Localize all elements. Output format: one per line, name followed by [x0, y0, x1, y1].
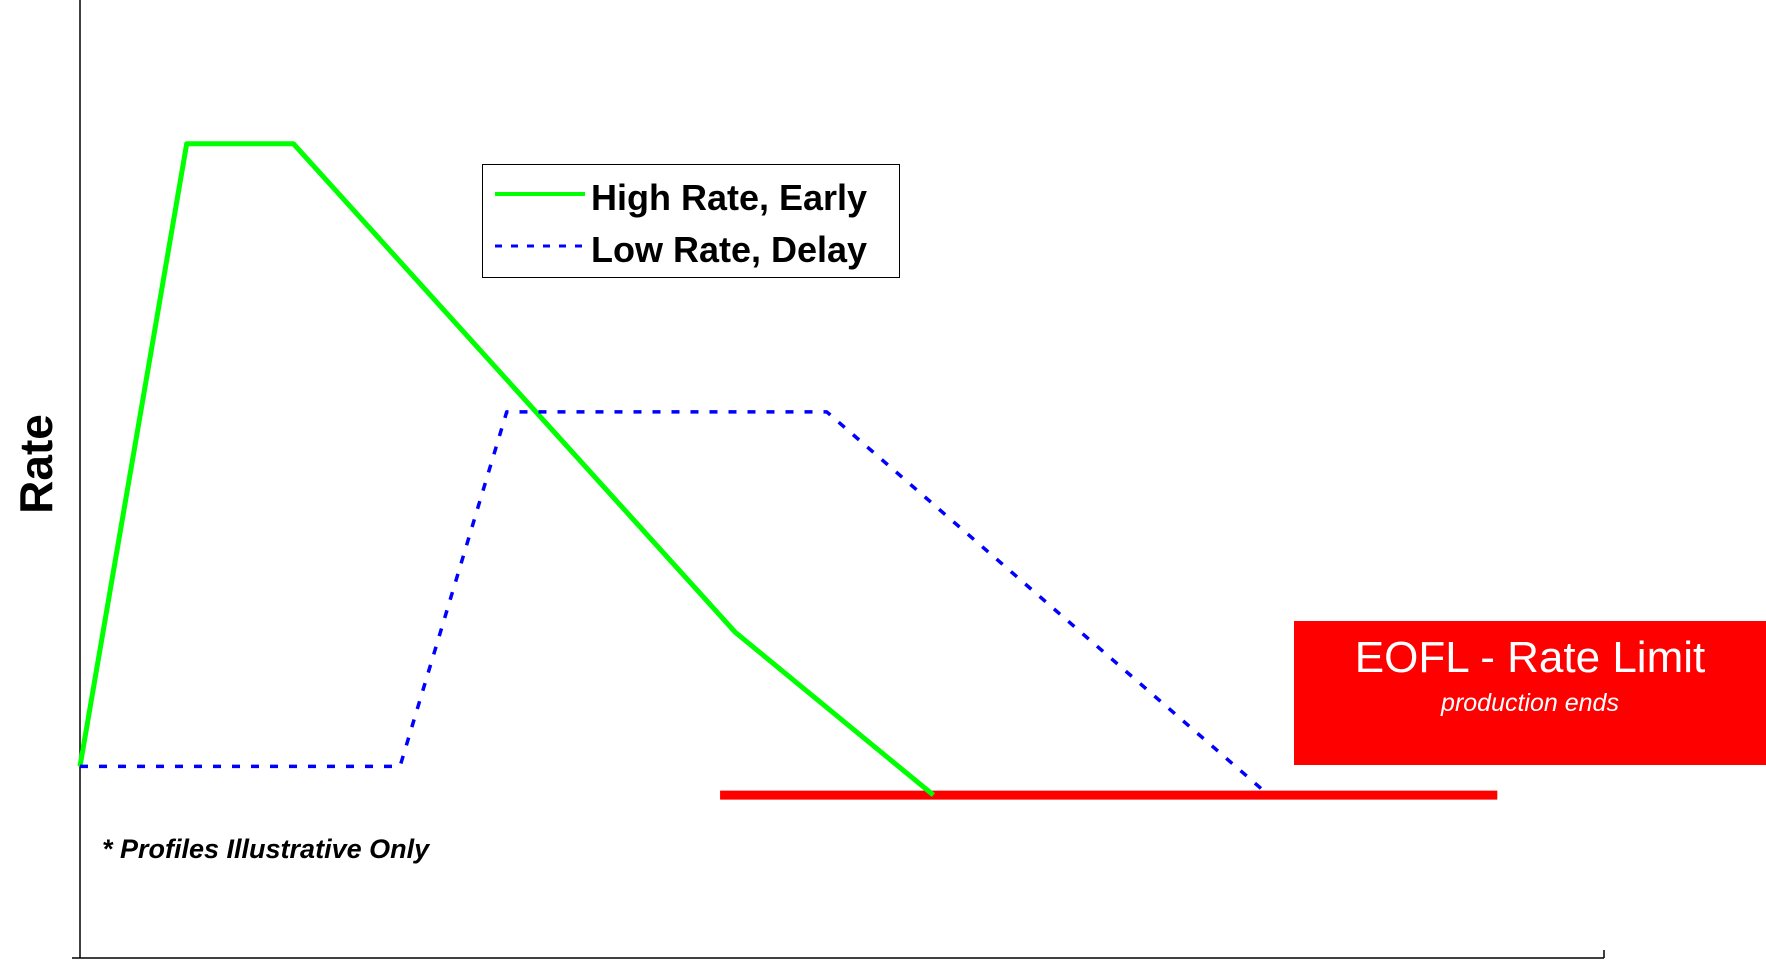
y-axis-label: Rate — [10, 414, 62, 514]
legend-swatch-solid-green — [495, 192, 585, 196]
illustrative-note: * Profiles Illustrative Only — [102, 834, 430, 864]
legend-label: Low Rate, Delay — [591, 229, 868, 270]
axes — [72, 0, 1605, 959]
eofl-title: EOFL - Rate Limit — [1354, 633, 1706, 682]
eofl-subtitle: production ends — [1441, 689, 1619, 717]
series-line-low-rate-delay — [80, 410, 1270, 797]
eofl-annotation-box: EOFL - Rate Limit production ends — [1294, 621, 1766, 765]
legend-item-high-rate-early: High Rate, Early — [483, 171, 899, 221]
legend-item-low-rate-delay: Low Rate, Delay — [483, 223, 899, 273]
legend-swatch-dotted-blue — [495, 244, 585, 248]
legend-label: High Rate, Early — [591, 177, 868, 218]
series-line-high-rate-early — [77, 141, 935, 798]
series-layer — [77, 141, 1270, 798]
legend: High Rate, Early Low Rate, Delay — [482, 164, 900, 278]
